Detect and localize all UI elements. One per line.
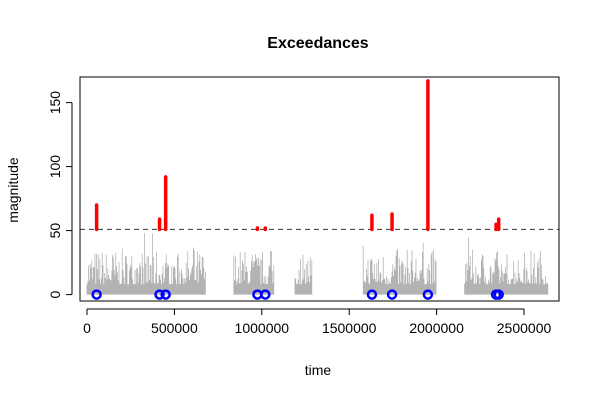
background-segment	[86, 233, 206, 295]
x-axis: 0 500000 1000000 1500000 2000000 2500000	[83, 308, 552, 336]
exceedance-point	[260, 289, 271, 300]
x-tick-label: 1500000	[322, 320, 377, 336]
exceedance-point	[91, 289, 102, 300]
background-segment	[362, 242, 437, 295]
x-axis-label: time	[305, 362, 332, 378]
x-tick-label: 500000	[151, 320, 198, 336]
y-axis: 0 50 100 150	[47, 91, 73, 298]
background-series	[86, 233, 549, 295]
x-tick-label: 1000000	[235, 320, 290, 336]
background-segment	[464, 237, 549, 295]
x-tick-label: 2000000	[409, 320, 464, 336]
y-axis-label: magnitude	[5, 157, 21, 223]
background-segment	[233, 251, 275, 295]
y-tick-label: 150	[47, 91, 63, 115]
x-tick-label: 0	[83, 320, 91, 336]
exceedance-point	[160, 289, 171, 300]
y-tick-label: 100	[47, 155, 63, 179]
y-tick-label: 50	[47, 223, 63, 239]
exceedance-point	[493, 289, 504, 300]
exceedance-point	[366, 289, 378, 300]
x-tick-label: 2500000	[497, 320, 552, 336]
exceedance-point	[154, 289, 165, 300]
plot-frame	[79, 76, 560, 302]
exceedance-point	[422, 289, 434, 300]
background-segment	[294, 254, 313, 295]
plot-area	[80, 79, 559, 300]
y-tick-label: 0	[47, 290, 63, 298]
chart-title: Exceedances	[267, 35, 369, 52]
exceedance-point	[386, 289, 398, 300]
